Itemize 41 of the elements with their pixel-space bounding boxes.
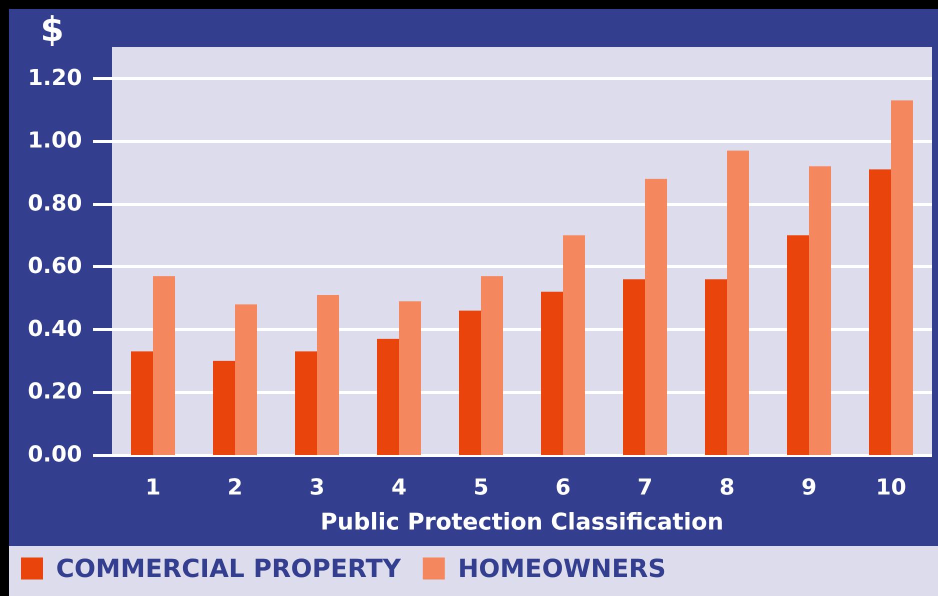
x-tick-label: 4 (391, 476, 407, 500)
bar (623, 279, 645, 455)
y-tick-label: 1.20 (28, 66, 82, 91)
bar (705, 279, 727, 455)
x-tick-label: 2 (227, 476, 243, 500)
bar (787, 235, 809, 455)
bar (727, 150, 749, 455)
y-tick-label: 1.00 (28, 128, 82, 154)
legend-label: COMMERCIAL PROPERTY (56, 554, 402, 583)
bar (399, 301, 421, 455)
y-tick-label: 0.80 (28, 191, 82, 216)
y-tick-label: 0.20 (28, 380, 82, 405)
bar (459, 310, 481, 455)
bar (213, 360, 235, 455)
bar (891, 100, 913, 455)
bar (317, 294, 339, 455)
x-axis-title: Public Protection Classification (320, 510, 724, 536)
y-axis-title: $ (40, 10, 64, 50)
bar (645, 178, 667, 455)
bar (869, 169, 891, 455)
legend-label: HOMEOWNERS (458, 554, 666, 583)
x-tick-label: 10 (876, 476, 906, 500)
y-tick-label: 0.40 (28, 316, 82, 342)
bar (809, 166, 831, 455)
x-tick-label: 1 (145, 476, 161, 500)
bar (377, 338, 399, 455)
y-tick-label: 0.60 (28, 254, 82, 280)
y-tick-label: 0.00 (28, 442, 82, 468)
x-tick-label: 5 (473, 476, 489, 500)
bar (295, 351, 317, 455)
x-tick-label: 6 (555, 476, 571, 500)
x-tick-label: 3 (309, 476, 325, 500)
bar (481, 276, 503, 455)
x-tick-label: 7 (637, 476, 653, 500)
bar (563, 235, 585, 455)
bar (153, 276, 175, 455)
x-tick-label: 9 (801, 476, 817, 500)
x-tick-label: 8 (719, 476, 735, 500)
bar (131, 351, 153, 455)
bar (235, 304, 257, 455)
bar (541, 292, 563, 455)
